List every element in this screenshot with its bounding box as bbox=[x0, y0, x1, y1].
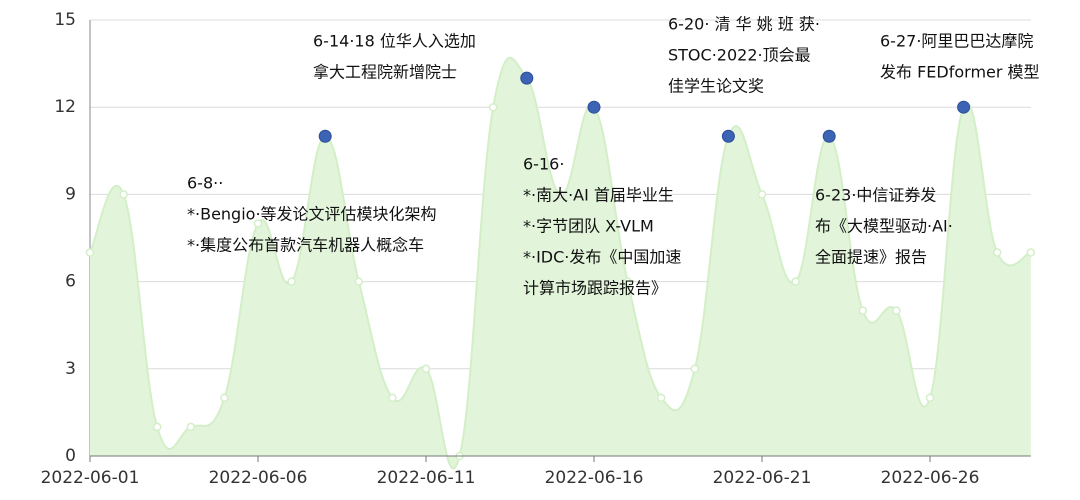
point bbox=[757, 190, 767, 199]
point bbox=[925, 393, 935, 403]
point bbox=[421, 364, 431, 374]
y-tick-label: 12 bbox=[54, 97, 76, 117]
point bbox=[488, 102, 498, 112]
marker bbox=[822, 129, 836, 143]
point bbox=[656, 393, 666, 403]
point bbox=[892, 306, 901, 315]
y-tick-label: 15 bbox=[54, 10, 76, 30]
point bbox=[388, 393, 397, 403]
point bbox=[186, 422, 196, 432]
y-tick-label: 6 bbox=[65, 272, 76, 292]
annotation: 6-16· bbox=[523, 155, 564, 174]
marker bbox=[318, 129, 332, 143]
y-tick-label: 0 bbox=[65, 446, 76, 466]
annotation: 6-27·阿里巴巴达摩院 bbox=[880, 32, 1033, 51]
y-tick-label: 3 bbox=[65, 359, 76, 379]
x-tick-label: 2022-06-16 bbox=[545, 468, 644, 488]
annotation: *·Bengio·等发论文评估模块化架构 bbox=[187, 205, 437, 224]
point bbox=[253, 219, 263, 228]
annotation: *·集度公布首款汽车机器人概念车 bbox=[187, 236, 424, 255]
point bbox=[858, 306, 868, 315]
area bbox=[90, 57, 1031, 469]
x-tick-label: 2022-06-01 bbox=[41, 468, 140, 488]
annotation: 6-20· 清 华 姚 班 获· bbox=[668, 15, 820, 34]
point bbox=[791, 277, 800, 286]
annotation: *·字节团队 X-VLM bbox=[523, 217, 654, 236]
annotation: 发布 FEDformer 模型 bbox=[880, 63, 1040, 82]
x-tick-label: 2022-06-21 bbox=[713, 468, 812, 488]
marker bbox=[520, 71, 534, 85]
annotation: 6-14·18 位华人入选加 bbox=[313, 32, 476, 51]
marker bbox=[721, 129, 735, 143]
annotation: *·南大·AI 首届毕业生 bbox=[523, 186, 674, 205]
point bbox=[220, 393, 229, 403]
point bbox=[623, 277, 632, 286]
annotation: STOC·2022·顶会最 bbox=[668, 46, 811, 65]
point bbox=[287, 277, 296, 286]
x-tick-label: 2022-06-11 bbox=[377, 468, 476, 488]
annotation: 全面提速》报告 bbox=[815, 248, 927, 267]
annotation: *·IDC·发布《中国加速 bbox=[523, 248, 681, 267]
marker bbox=[587, 100, 601, 114]
annotation: 布《大模型驱动·AI· bbox=[815, 217, 953, 236]
y-tick-label: 9 bbox=[65, 184, 76, 204]
annotation: 佳学生论文奖 bbox=[668, 77, 764, 96]
annotation: 6-8·· bbox=[187, 174, 223, 193]
point bbox=[119, 190, 128, 199]
annotation: 拿大工程院新增院士 bbox=[313, 63, 457, 82]
x-tick-label: 2022-06-26 bbox=[881, 468, 980, 488]
annotation: 计算市场跟踪报告》 bbox=[523, 279, 667, 298]
x-tick-label: 2022-06-06 bbox=[209, 468, 308, 488]
point bbox=[1026, 248, 1036, 257]
point bbox=[556, 190, 565, 199]
point bbox=[992, 248, 1002, 257]
marker bbox=[957, 100, 971, 114]
point bbox=[354, 277, 364, 286]
point bbox=[690, 364, 700, 374]
point bbox=[85, 248, 95, 257]
point bbox=[152, 422, 162, 432]
annotation: 6-23·中信证券发 bbox=[815, 186, 936, 205]
